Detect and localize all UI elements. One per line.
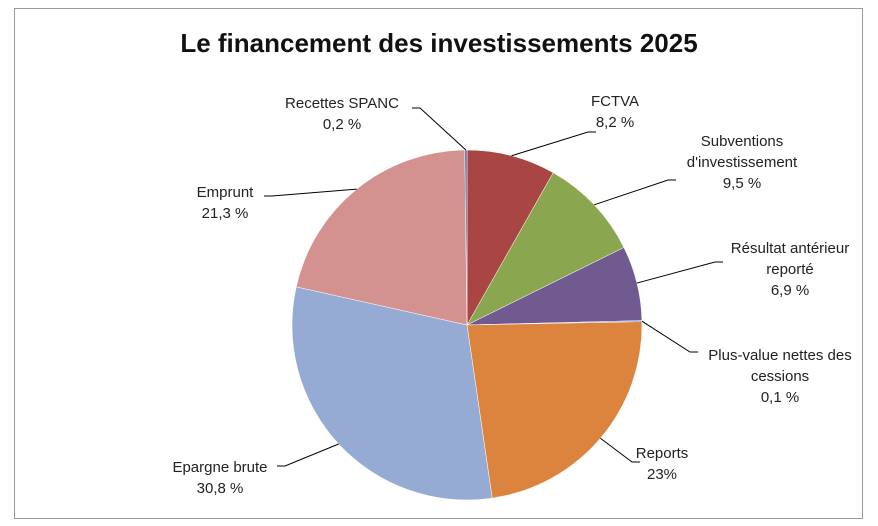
slice-value-label: 8,2 % — [595, 114, 635, 131]
leader-line — [594, 179, 676, 206]
slice-label: Résultat antérieur reporté — [730, 240, 850, 278]
slice-value-label: 0,2 % — [322, 116, 362, 133]
pie-slice — [466, 172, 625, 326]
leader-line — [264, 188, 357, 197]
slice-label: Emprunt — [196, 184, 254, 201]
slice-label: Reports — [635, 445, 689, 462]
pie-slice — [466, 321, 643, 499]
slice-value-label: 21,3 % — [201, 205, 249, 222]
slice-value-label: 23% — [646, 466, 678, 483]
leader-line — [277, 443, 339, 467]
leader-line — [511, 131, 596, 157]
slice-value-label: 6,9 % — [770, 282, 810, 299]
slice-label: Plus-value nettes des cessions — [708, 347, 852, 385]
slice-label: Subventions d'investissement — [686, 133, 798, 171]
slice-label: Recettes SPANC — [285, 95, 399, 112]
slice-label: Epargne brute — [172, 459, 268, 476]
slice-value-label: 0,1 % — [760, 389, 800, 406]
slice-label: FCTVA — [590, 93, 640, 110]
leader-line — [600, 437, 640, 463]
slice-value-label: 30,8 % — [196, 480, 244, 497]
leader-line — [641, 320, 698, 353]
slice-value-label: 9,5 % — [722, 175, 762, 192]
pie-slice — [466, 149, 554, 326]
leader-line — [636, 261, 723, 284]
pie-slice — [295, 149, 468, 326]
chart-title: Le financement des investissements 2025 — [180, 28, 698, 58]
leader-line — [412, 107, 467, 151]
pie-slice — [291, 286, 493, 501]
pie-slice — [464, 149, 468, 326]
chart-border — [14, 8, 863, 519]
